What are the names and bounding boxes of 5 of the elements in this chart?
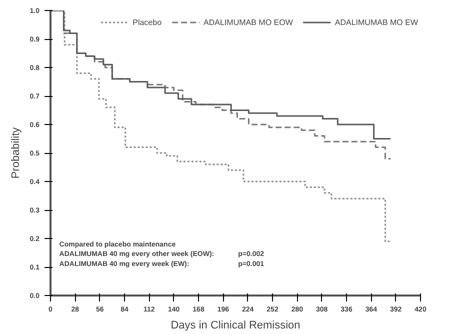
- legend-label: Placebo: [132, 18, 162, 26]
- x-axis-title: Days in Clinical Remission: [170, 320, 300, 332]
- legend-label: ADALIMUMAB MO EOW: [204, 18, 293, 26]
- y-axis-title: Probability: [10, 126, 22, 179]
- legend-label: ADALIMUMAB MO EW: [334, 18, 418, 26]
